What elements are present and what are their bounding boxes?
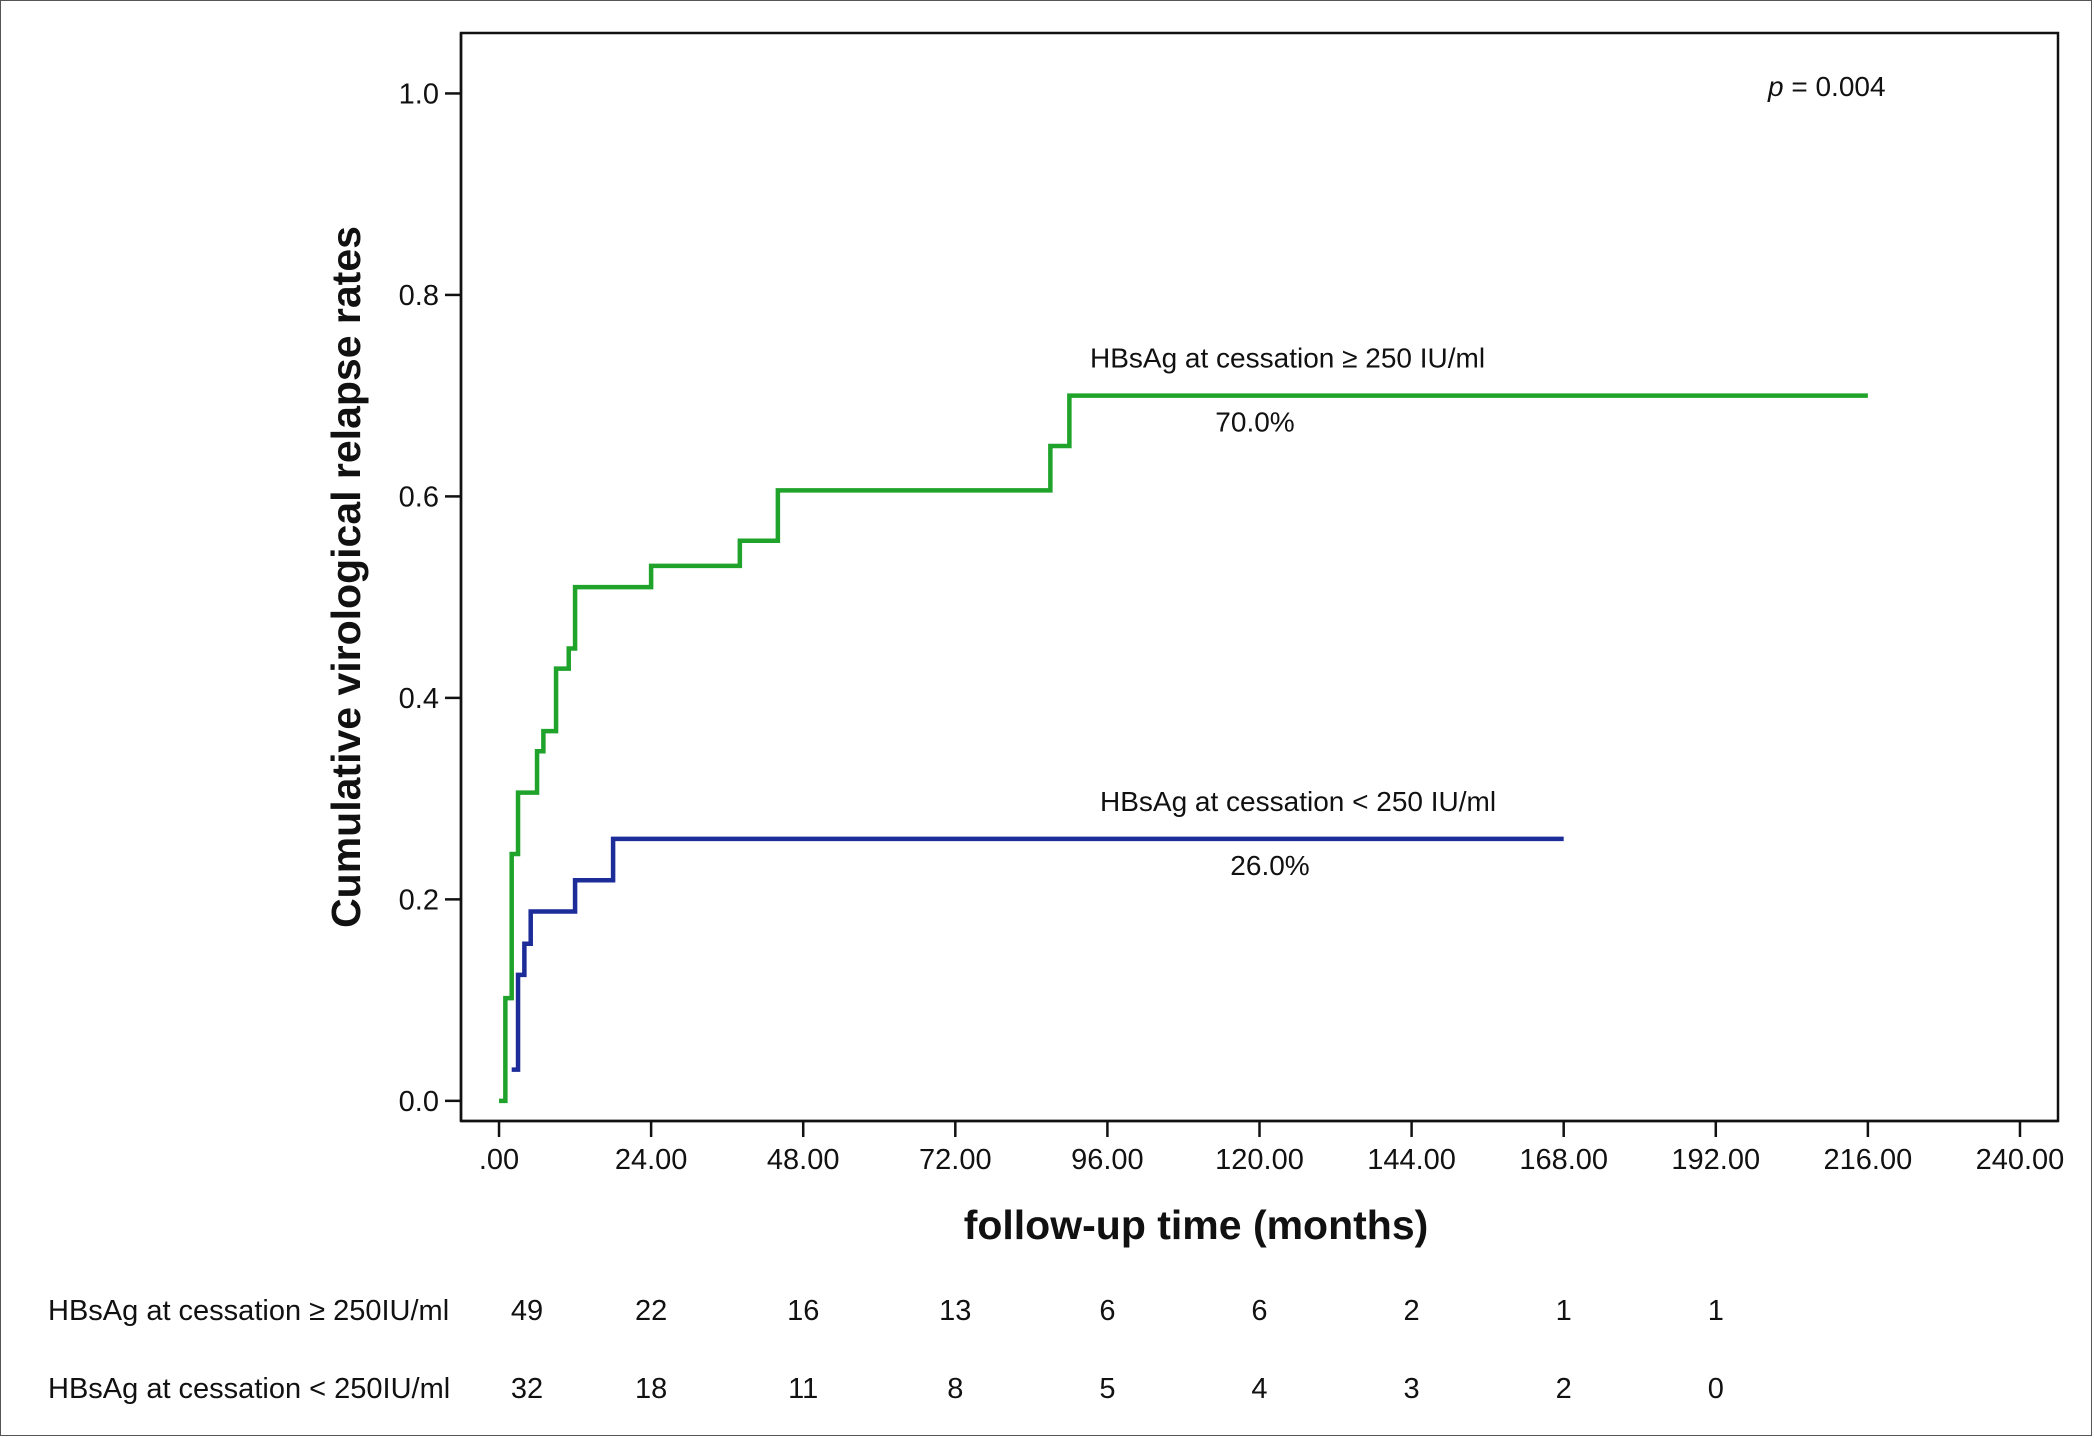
risk-count: 3 <box>1404 1373 1420 1405</box>
risk-count: 2 <box>1556 1373 1572 1405</box>
x-tick-label: 120.00 <box>1215 1144 1304 1176</box>
y-tick-label: 1.0 <box>399 78 439 110</box>
risk-count: 6 <box>1099 1295 1115 1327</box>
x-tick-label: .00 <box>479 1144 519 1176</box>
risk-count: 49 <box>511 1295 543 1327</box>
y-tick-label: 0.4 <box>399 683 439 715</box>
x-tick-label: 72.00 <box>919 1144 992 1176</box>
series-end-value-label: 70.0% <box>1215 407 1294 438</box>
p-symbol: p <box>1767 71 1784 102</box>
risk-count: 13 <box>939 1295 971 1327</box>
series-line-high <box>499 393 1868 1104</box>
x-tick-label: 144.00 <box>1367 1144 1456 1176</box>
series-label-layer: HBsAg at cessation ≥ 250 IU/ml 70.0% HBsAg… <box>1090 343 1496 881</box>
x-tick-label: 216.00 <box>1824 1144 1913 1176</box>
risk-count: 2 <box>1404 1295 1420 1327</box>
series-layer <box>499 393 1868 1104</box>
p-value-annotation: p = 0.004 <box>1767 71 1886 102</box>
plot-area-border <box>459 31 2060 1123</box>
risk-count: 4 <box>1251 1373 1267 1405</box>
number-at-risk-table: HBsAg at cessation ≥ 250IU/ml 49 22 16 13 6 6 2… <box>48 1295 1724 1405</box>
y-axis-title: Cumulative virological relapse rates <box>323 226 369 928</box>
risk-count: 1 <box>1556 1295 1572 1327</box>
risk-count: 11 <box>788 1373 818 1405</box>
y-tick-label: 0.0 <box>399 1086 439 1118</box>
risk-row-label: HBsAg at cessation < 250IU/ml <box>48 1373 450 1405</box>
x-axis: .00 24.00 48.00 72.00 96.00 120.00 144.00 168.0… <box>461 1119 2065 1176</box>
series-name-label: HBsAg at cessation ≥ 250 IU/ml <box>1090 343 1485 374</box>
x-tick-label: 48.00 <box>767 1144 840 1176</box>
p-value-text: = 0.004 <box>1784 71 1886 102</box>
x-tick-label: 96.00 <box>1071 1144 1144 1176</box>
y-axis: 0.0 0.2 0.4 0.6 0.8 1.0 <box>399 33 463 1121</box>
x-axis-title: follow-up time (months) <box>964 1202 1429 1248</box>
risk-count: 1 <box>1708 1295 1724 1327</box>
risk-count: 18 <box>635 1373 667 1405</box>
risk-count: 22 <box>635 1295 667 1327</box>
series-name-label: HBsAg at cessation < 250 IU/ml <box>1100 786 1496 817</box>
series-end-value-label: 26.0% <box>1230 850 1309 881</box>
series-line-low <box>511 836 1564 1072</box>
risk-count: 5 <box>1099 1373 1115 1405</box>
risk-count: 16 <box>787 1295 819 1327</box>
y-tick-label: 0.2 <box>399 884 439 916</box>
y-tick-label: 0.8 <box>399 280 439 312</box>
risk-count: 0 <box>1708 1373 1724 1405</box>
y-tick-label: 0.6 <box>399 481 439 513</box>
x-tick-label: 168.00 <box>1519 1144 1608 1176</box>
x-tick-label: 192.00 <box>1671 1144 1760 1176</box>
risk-count: 8 <box>947 1373 963 1405</box>
x-tick-label: 24.00 <box>615 1144 688 1176</box>
x-tick-label: 240.00 <box>1976 1144 2065 1176</box>
risk-count: 6 <box>1251 1295 1267 1327</box>
risk-count: 32 <box>511 1373 543 1405</box>
risk-row-label: HBsAg at cessation ≥ 250IU/ml <box>48 1295 449 1327</box>
